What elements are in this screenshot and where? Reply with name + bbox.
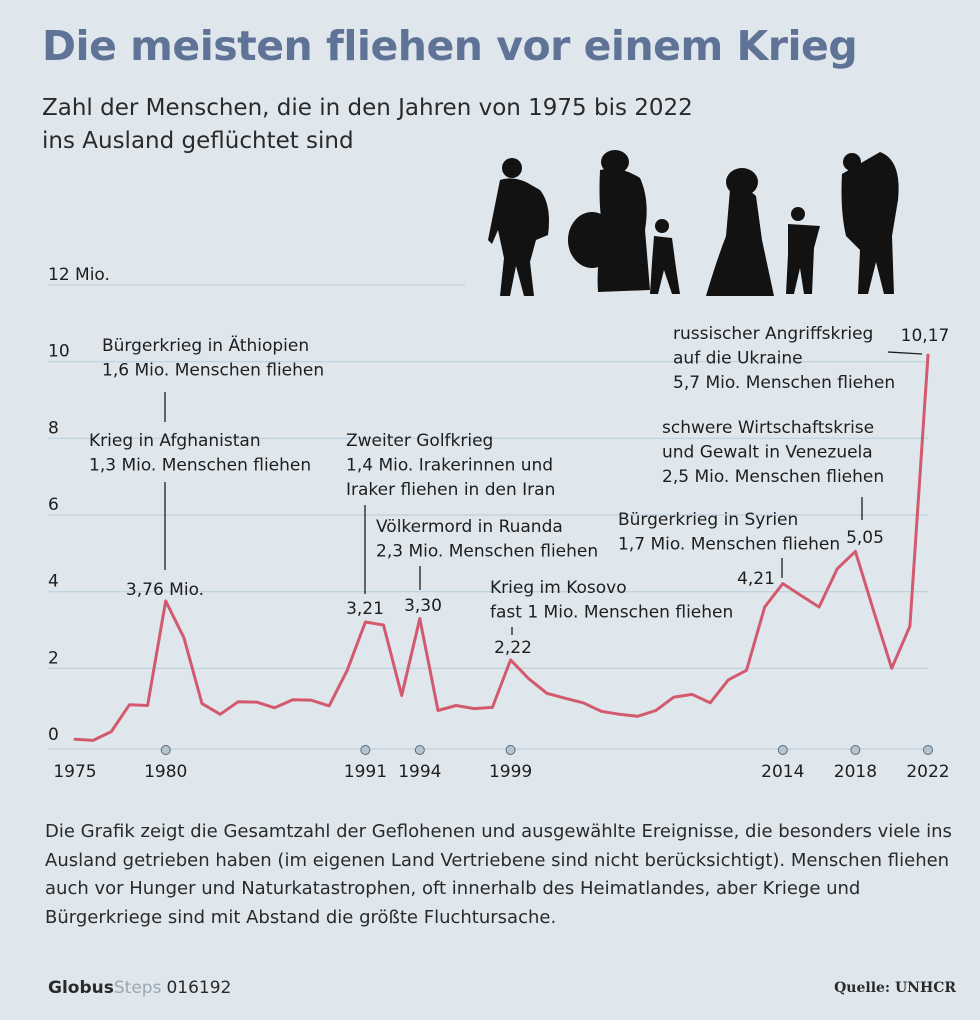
annotation-text: russischer Angriffskrieg [673,324,873,344]
brand-light: Steps [113,978,162,998]
annotation-text: Bürgerkrieg in Syrien [618,510,798,530]
data-label: 3,76 Mio. [126,580,204,600]
data-label: 3,21 [346,599,384,619]
y-tick-label: 0 [48,725,59,745]
x-tick-label: 1999 [489,762,532,782]
leader-line [887,351,923,355]
x-tick-label: 2014 [761,762,804,782]
x-tick-label: 1980 [144,762,187,782]
annotation-text: Iraker fliehen in den Iran [346,480,555,500]
y-tick-label: 6 [48,495,59,515]
x-tick-label: 2018 [834,762,877,782]
x-tick-label: 1991 [344,762,387,782]
y-tick-label: 2 [48,648,59,668]
annotation-text: Krieg im Kosovo [490,578,627,598]
annotation-text: Krieg in Afghanistan [89,431,261,451]
annotation-text: Völkermord in Ruanda [376,517,563,537]
annotation-text: und Gewalt in Venezuela [662,443,873,463]
y-tick-label: 12 Mio. [48,265,110,285]
annotation-text: fast 1 Mio. Menschen fliehen [490,603,733,623]
x-tick-label: 1994 [398,762,441,782]
annotation-text: 1,7 Mio. Menschen fliehen [618,535,840,555]
grid-lines [48,284,928,750]
data-label: 2,22 [494,638,532,658]
annotation-text: 5,7 Mio. Menschen fliehen [673,373,895,393]
subtitle-line-1: Zahl der Menschen, die in den Jahren von… [42,95,693,121]
annotation-text: Zweiter Golfkrieg [346,431,493,451]
subtitle: Zahl der Menschen, die in den Jahren von… [42,92,802,158]
data-label: 10,17 [901,326,950,346]
y-tick-label: 8 [48,418,59,438]
year-marker [160,745,171,755]
page-title: Die meisten fliehen vor einem Krieg [42,22,858,70]
year-marker [850,745,861,755]
refugee-silhouettes-illustration [488,150,899,296]
annotation-text: 1,6 Mio. Menschen fliehen [102,361,324,381]
refugee-silhouette-icon [568,150,680,294]
axes: 0 2 4 6 8 10 12 Mio. 1975 1980 1991 1994 1999 2014 20… [48,265,950,782]
subtitle-line-2: ins Ausland geflüchtet sind [42,128,354,154]
y-tick-label: 4 [48,572,59,592]
annotations: Bürgerkrieg in Äthiopien 1,6 Mio. Mensche… [89,324,923,635]
brand-bold: Globus [48,978,114,998]
annotation-text: schwere Wirtschaftskrise [662,418,874,438]
year-marker [505,745,516,755]
footnote: Die Grafik zeigt die Gesamtzahl der Gefl… [45,821,952,928]
globus-logo: GlobusSteps 016192 [48,978,231,998]
data-label: 5,05 [846,528,884,548]
data-label: 3,30 [404,596,442,616]
x-tick-label: 1975 [53,762,96,782]
line-chart: 0 2 4 6 8 10 12 Mio. 1975 1980 1991 1994 1999 2014 20… [48,150,950,782]
year-marker [923,745,933,755]
annotation-text: 2,3 Mio. Menschen fliehen [376,542,598,562]
year-marker [777,745,788,755]
data-label: 4,21 [737,569,775,589]
refugee-silhouette-icon [706,168,820,296]
annotation-text: Bürgerkrieg in Äthiopien [102,335,309,356]
annotation-text: 2,5 Mio. Menschen fliehen [662,467,884,487]
annotation-text: auf die Ukraine [673,349,803,369]
refugee-silhouette-icon [841,152,899,294]
refugee-silhouette-icon [488,158,549,296]
annotation-text: 1,3 Mio. Menschen fliehen [89,456,311,476]
x-tick-label: 2022 [906,762,949,782]
year-marker [414,745,425,755]
source-label: Quelle: UNHCR [834,980,956,996]
value-labels: 3,76 Mio. 3,21 3,30 2,22 4,21 5,05 10,17 [126,326,949,658]
annotation-text: 1,4 Mio. Irakerinnen und [346,456,553,476]
y-tick-label: 10 [48,342,70,362]
year-marker [360,745,371,755]
series-line [73,353,930,742]
graphic-number: 016192 [166,978,232,998]
